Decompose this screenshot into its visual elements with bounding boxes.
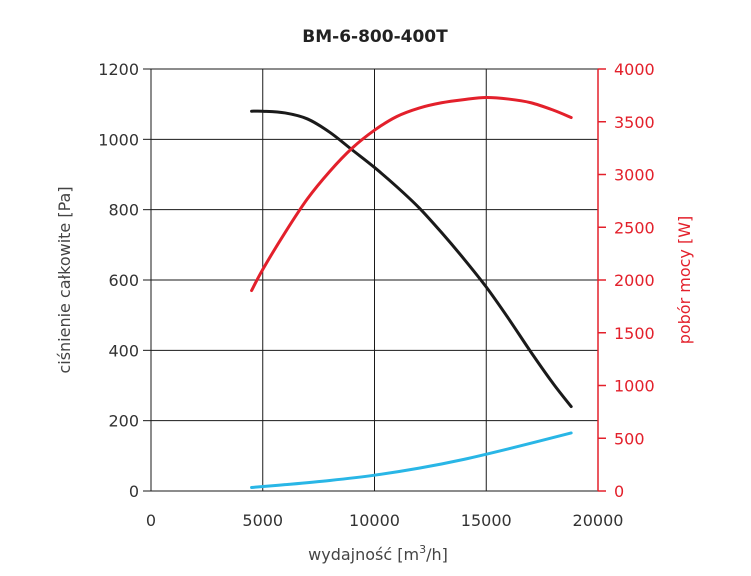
x-tick-label: 10000 bbox=[349, 511, 400, 530]
x-axis-label-end: /h] bbox=[426, 545, 448, 564]
chart-title: BM-6-800-400T bbox=[302, 27, 448, 47]
series-line-2 bbox=[250, 431, 573, 489]
x-axis-label-main: wydajność [m bbox=[308, 545, 419, 564]
y-right-tick-label: 1500 bbox=[614, 324, 655, 343]
y-left-tick-label: 400 bbox=[108, 341, 139, 360]
y-right-tick-label: 2000 bbox=[614, 271, 655, 290]
y-left-tick-label: 1000 bbox=[98, 130, 139, 149]
x-tick-label: 5000 bbox=[242, 511, 283, 530]
tick-labels: 0 5000 10000 15000 2000002004006008001000120… bbox=[98, 60, 654, 530]
y-left-tick-label: 600 bbox=[108, 271, 139, 290]
x-axis-label: wydajność [m3/h] bbox=[308, 543, 448, 564]
y-left-tick-label: 0 bbox=[129, 482, 139, 501]
y-left-tick-label: 200 bbox=[108, 412, 139, 431]
series-group bbox=[250, 95, 573, 489]
y-right-tick-label: 0 bbox=[614, 482, 624, 501]
series-line-0 bbox=[250, 109, 573, 409]
y-axis-label-left: ciśnienie całkowite [Pa] bbox=[55, 186, 74, 373]
grid bbox=[143, 68, 606, 492]
x-tick-label: 15000 bbox=[461, 511, 512, 530]
y-right-tick-label: 2500 bbox=[614, 218, 655, 237]
y-left-tick-label: 800 bbox=[108, 201, 139, 220]
x-tick-label: 0 bbox=[146, 511, 156, 530]
y-right-tick-label: 3500 bbox=[614, 113, 655, 132]
y-right-tick-label: 3000 bbox=[614, 166, 655, 185]
series-line-1 bbox=[250, 95, 573, 293]
y-right-tick-label: 500 bbox=[614, 429, 645, 448]
y-right-tick-label: 1000 bbox=[614, 377, 655, 396]
x-tick-label: 20000 bbox=[573, 511, 624, 530]
y-axis-label-right: pobór mocy [W] bbox=[675, 216, 694, 345]
y-left-tick-label: 1200 bbox=[98, 60, 139, 79]
x-axis-label-sup: 3 bbox=[419, 543, 426, 556]
y-right-tick-label: 4000 bbox=[614, 60, 655, 79]
